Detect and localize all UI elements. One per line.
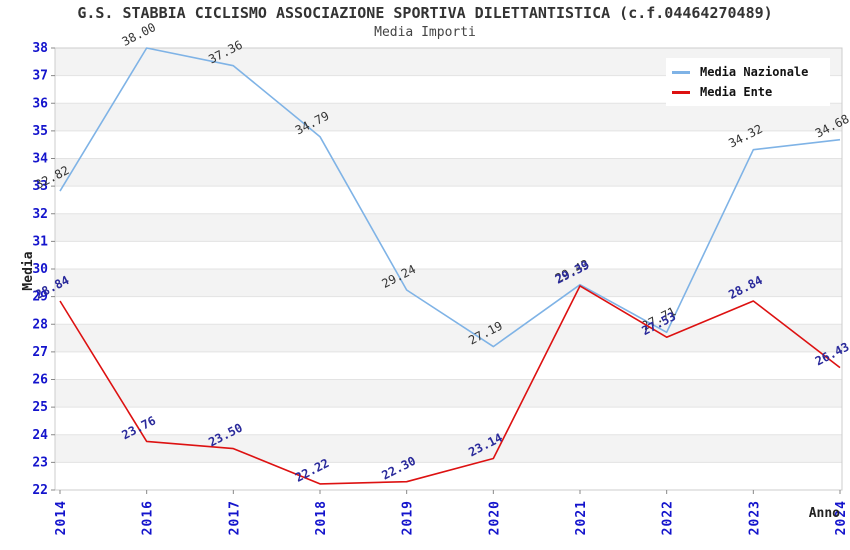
x-tick-label: 2023 bbox=[747, 500, 762, 535]
x-tick-label: 2017 bbox=[227, 500, 242, 535]
y-tick-label: 33 bbox=[32, 179, 48, 194]
y-tick-label: 28 bbox=[32, 317, 48, 332]
y-tick-label: 37 bbox=[32, 69, 48, 84]
plot-band bbox=[55, 269, 842, 297]
y-tick-label: 24 bbox=[32, 428, 48, 443]
x-tick-label: 2020 bbox=[487, 500, 502, 535]
plot-band bbox=[55, 213, 842, 242]
y-tick-label: 25 bbox=[32, 400, 48, 415]
y-axis-title: Media bbox=[21, 251, 36, 291]
x-tick-label: 2016 bbox=[141, 500, 156, 535]
y-tick-label: 31 bbox=[32, 234, 48, 249]
legend-swatch-media-nazionale bbox=[672, 70, 690, 74]
x-tick-label: 2022 bbox=[661, 500, 676, 535]
legend-label-media-ente: Media Ente bbox=[700, 85, 773, 99]
legend-item-media-nazionale: Media Nazionale bbox=[672, 62, 824, 82]
data-label: 28.84 bbox=[33, 273, 72, 302]
plot-band bbox=[55, 324, 842, 352]
x-tick-label: 2019 bbox=[401, 500, 416, 535]
y-tick-label: 36 bbox=[32, 96, 48, 111]
data-label: 32.82 bbox=[33, 163, 72, 192]
y-tick-label: 35 bbox=[32, 124, 48, 139]
chart-subtitle: Media Importi bbox=[374, 25, 476, 40]
y-tick-label: 22 bbox=[32, 483, 48, 498]
data-label: 38.00 bbox=[120, 20, 159, 49]
y-tick-label: 38 bbox=[32, 41, 48, 56]
x-axis-title: Anno bbox=[808, 506, 840, 521]
y-tick-label: 32 bbox=[32, 207, 48, 222]
series-line-media-nazionale bbox=[59, 47, 841, 348]
y-tick-label: 34 bbox=[32, 152, 48, 167]
chart-title: G.S. STABBIA CICLISMO ASSOCIAZIONE SPORT… bbox=[77, 4, 773, 22]
plot-band bbox=[55, 158, 842, 187]
x-tick-label: 2021 bbox=[574, 500, 589, 535]
x-tick-label: 2014 bbox=[54, 500, 69, 535]
legend-item-media-ente: Media Ente bbox=[672, 82, 824, 102]
y-tick-label: 29 bbox=[32, 290, 48, 305]
y-tick-label: 26 bbox=[32, 373, 48, 388]
x-tick-label: 2018 bbox=[314, 500, 329, 535]
plot-band bbox=[55, 434, 842, 463]
plot-band bbox=[55, 103, 842, 131]
series-line-media-ente bbox=[59, 285, 841, 485]
x-tick-label: 2024 bbox=[834, 500, 849, 535]
legend: Media Nazionale Media Ente bbox=[666, 58, 830, 106]
legend-label-media-nazionale: Media Nazionale bbox=[700, 65, 809, 79]
y-tick-label: 30 bbox=[32, 262, 48, 277]
y-tick-label: 27 bbox=[32, 345, 48, 360]
y-tick-label: 23 bbox=[32, 455, 48, 470]
legend-swatch-media-ente bbox=[672, 90, 690, 94]
plot-band bbox=[55, 379, 842, 408]
